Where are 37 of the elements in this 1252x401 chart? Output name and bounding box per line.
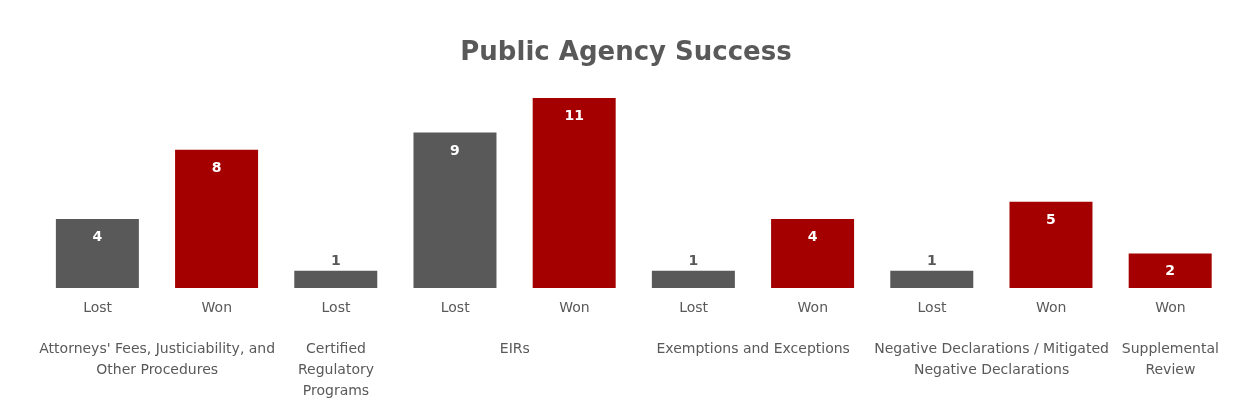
bar xyxy=(175,149,259,288)
data-label: 9 xyxy=(450,141,460,158)
x-tick-label: Lost xyxy=(440,298,471,315)
x-tick-label: Won xyxy=(1035,298,1067,315)
x-tick-label: Lost xyxy=(679,298,709,315)
chart-title: Public Agency Success xyxy=(459,36,793,66)
text: Negative Declarations / Mitigated Negative Declarations xyxy=(873,339,1110,379)
data-label: 1 xyxy=(688,251,699,268)
data-label: 4 xyxy=(92,227,103,244)
bar xyxy=(1128,253,1212,288)
x-tick-label: Lost xyxy=(321,298,351,315)
text: EIRs xyxy=(498,339,531,358)
bar xyxy=(651,270,735,288)
data-label: 8 xyxy=(211,158,222,175)
x-tick-label: Lost xyxy=(83,298,113,315)
bar xyxy=(532,98,616,288)
x-tick-label: Lost xyxy=(917,298,947,315)
bar xyxy=(413,132,497,288)
data-label: 4 xyxy=(807,227,818,244)
bar xyxy=(294,270,378,288)
data-label: 1 xyxy=(330,251,341,268)
data-label: 5 xyxy=(1046,210,1056,227)
bar xyxy=(771,218,855,288)
text: Attorneys' Fees, Justiciability, and Other Procedures xyxy=(38,339,277,379)
x-tick-label: Won xyxy=(797,298,829,315)
data-label: 1 xyxy=(926,251,937,268)
x-tick-label: Won xyxy=(1155,298,1186,315)
x-tick-label: Won xyxy=(559,298,590,315)
text: Supplemental Review xyxy=(1120,339,1220,379)
text: Exemptions and Exceptions xyxy=(655,339,851,358)
data-label: 11 xyxy=(564,107,584,123)
bar xyxy=(55,218,139,288)
x-tick-label: Won xyxy=(201,298,233,315)
bar xyxy=(890,270,974,288)
data-label: 2 xyxy=(1165,262,1176,279)
text: Certified Regulatory Programs xyxy=(296,339,375,400)
bar xyxy=(1009,201,1093,288)
